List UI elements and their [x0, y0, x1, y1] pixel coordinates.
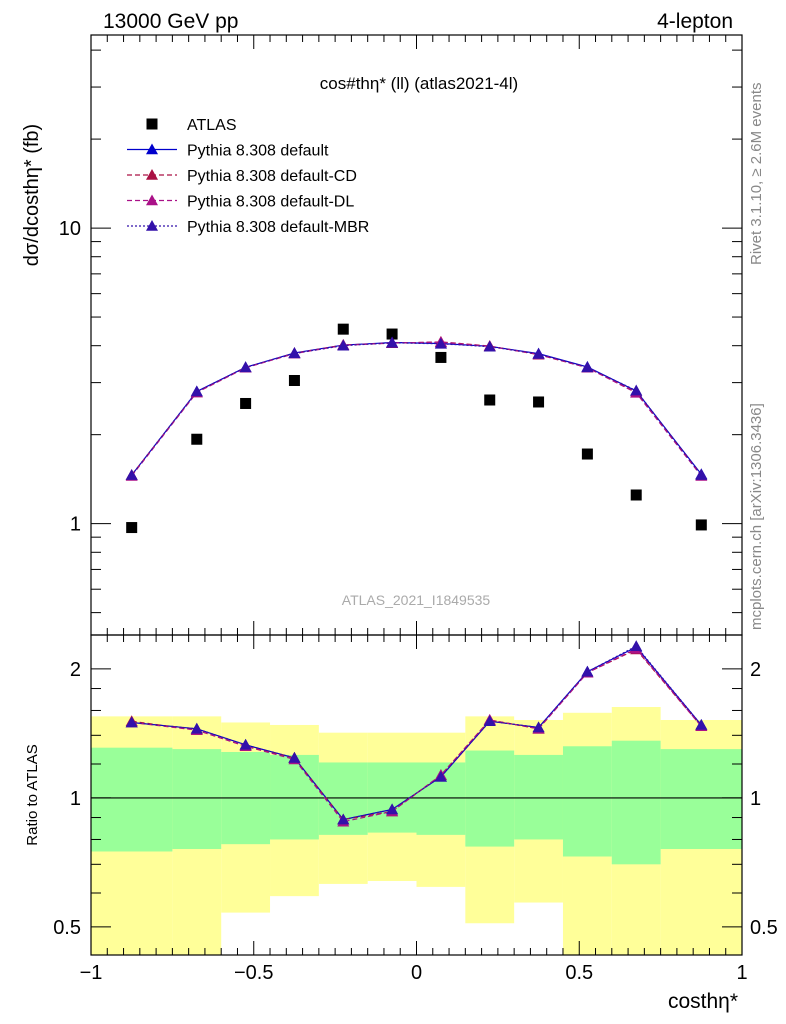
- legend-marker-2: [146, 169, 158, 180]
- mc-series-point-4: [483, 340, 496, 352]
- legend: ATLAS Pythia 8.308 default Pythia 8.308 de…: [127, 117, 369, 236]
- mc-series-point-4: [581, 361, 594, 373]
- atlas-data-point: [533, 396, 545, 408]
- inner-band-bin: [465, 750, 515, 847]
- atlas-data-point: [581, 448, 593, 460]
- ratio-y-axis-label: Ratio to ATLAS: [24, 744, 41, 845]
- ratio-series-line-3: [131, 645, 702, 821]
- ratio-y-tick-label: 2: [70, 659, 81, 681]
- legend-label-4: Pythia 8.308 default-MBR: [187, 219, 369, 236]
- ratio-y-tick-label-right: 0.5: [750, 917, 778, 939]
- legend-label-0: ATLAS: [187, 117, 237, 134]
- legend-label-3: Pythia 8.308 default-DL: [187, 194, 354, 211]
- mc-series-point-4: [630, 384, 643, 396]
- ratio-uncertainty-bands: [91, 707, 742, 955]
- mc-series-line-1: [131, 341, 702, 476]
- ratio-y-tick-label-right: 2: [750, 659, 761, 681]
- mc-series-point-4: [532, 347, 545, 359]
- main-y-axis-label: dσ/dcosthη* (fb): [21, 124, 43, 266]
- watermark: ATLAS_2021_I1849535: [342, 592, 491, 608]
- atlas-data-point: [126, 522, 138, 534]
- ratio-y-tick-label: 0.5: [53, 917, 81, 939]
- legend-marker-atlas: [146, 118, 158, 130]
- inner-band-bin: [562, 746, 612, 857]
- mc-series-point-4: [288, 347, 301, 359]
- energy-label: 13000 GeV pp: [103, 10, 238, 33]
- ratio-series-point-3: [483, 715, 496, 727]
- x-tick-label: 1: [736, 962, 747, 984]
- mc-series-point-4: [125, 469, 138, 480]
- ratio-series-point-3: [630, 640, 643, 651]
- mc-series-line-3: [131, 341, 702, 477]
- ratio-y-tick-label: 1: [70, 788, 81, 810]
- atlas-data-point: [435, 351, 447, 363]
- ratio-panel-frame: 0.5 0.5 1 1 2 2 −1 −0.5 0 0.5 1: [53, 634, 778, 984]
- ratio-series-point-3: [190, 722, 203, 734]
- ratio-series-line-2: [131, 647, 702, 823]
- mc-series-point-4: [239, 361, 252, 373]
- atlas-data-point: [288, 374, 300, 386]
- legend-label-1: Pythia 8.308 default: [187, 143, 329, 160]
- ratio-series-point-3: [125, 716, 138, 728]
- inner-band-bin: [172, 749, 222, 850]
- ratio-series-point-3: [239, 738, 252, 750]
- x-tick-label: −0.5: [234, 962, 273, 984]
- main-panel-marks: [125, 323, 708, 534]
- inner-band-bin: [611, 740, 661, 865]
- mcplots-label: mcplots.cern.ch [arXiv:1306.3436]: [748, 403, 765, 630]
- ratio-panel-marks: [125, 640, 708, 827]
- atlas-data-point: [191, 433, 203, 445]
- main-panel-frame: 1 10: [59, 34, 743, 636]
- main-y-tick-label: 1: [70, 514, 81, 536]
- legend-label-2: Pythia 8.308 default-CD: [187, 168, 357, 185]
- ratio-series-point-3: [288, 751, 301, 763]
- x-tick-label: 0: [411, 962, 422, 984]
- atlas-data-point: [484, 394, 496, 406]
- x-axis-label: costhη*: [668, 990, 738, 1013]
- mc-series-point-4: [386, 336, 399, 348]
- ratio-series-point-3: [581, 665, 594, 677]
- mc-series-line-2: [131, 341, 702, 476]
- ratio-series-point-3: [337, 813, 350, 825]
- ratio-series-point-3: [434, 770, 447, 782]
- mc-series-point-4: [190, 385, 203, 397]
- atlas-data-point: [630, 489, 642, 501]
- legend-marker-4: [146, 220, 158, 231]
- mc-series-point-4: [337, 339, 350, 351]
- ratio-series-point-3: [532, 721, 545, 733]
- atlas-data-point: [240, 397, 252, 409]
- ratio-series-point-3: [695, 718, 708, 730]
- main-chart-title: cos#thη* (ll) (atlas2021-4l): [320, 74, 518, 93]
- mc-series-point-4: [695, 469, 708, 480]
- x-tick-label: 0.5: [565, 962, 593, 984]
- inner-band-bin: [91, 747, 173, 852]
- mc-series-point-4: [434, 337, 447, 349]
- ratio-series-point-3: [386, 803, 399, 815]
- inner-band-bin: [514, 754, 563, 840]
- atlas-data-point: [337, 323, 349, 335]
- main-y-tick-label: 10: [59, 218, 81, 240]
- legend-marker-1: [146, 143, 158, 155]
- process-label: 4-lepton: [657, 10, 733, 33]
- mc-series-line-4: [131, 342, 702, 476]
- x-tick-label: −1: [80, 962, 103, 984]
- legend-marker-3: [146, 194, 158, 206]
- atlas-data-point: [386, 328, 398, 340]
- ratio-y-tick-label-right: 1: [750, 788, 761, 810]
- rivet-version-label: Rivet 3.1.10, ≥ 2.6M events: [748, 83, 765, 266]
- atlas-data-point: [695, 519, 707, 531]
- inner-band-bin: [270, 754, 319, 840]
- inner-band-bin: [660, 749, 742, 850]
